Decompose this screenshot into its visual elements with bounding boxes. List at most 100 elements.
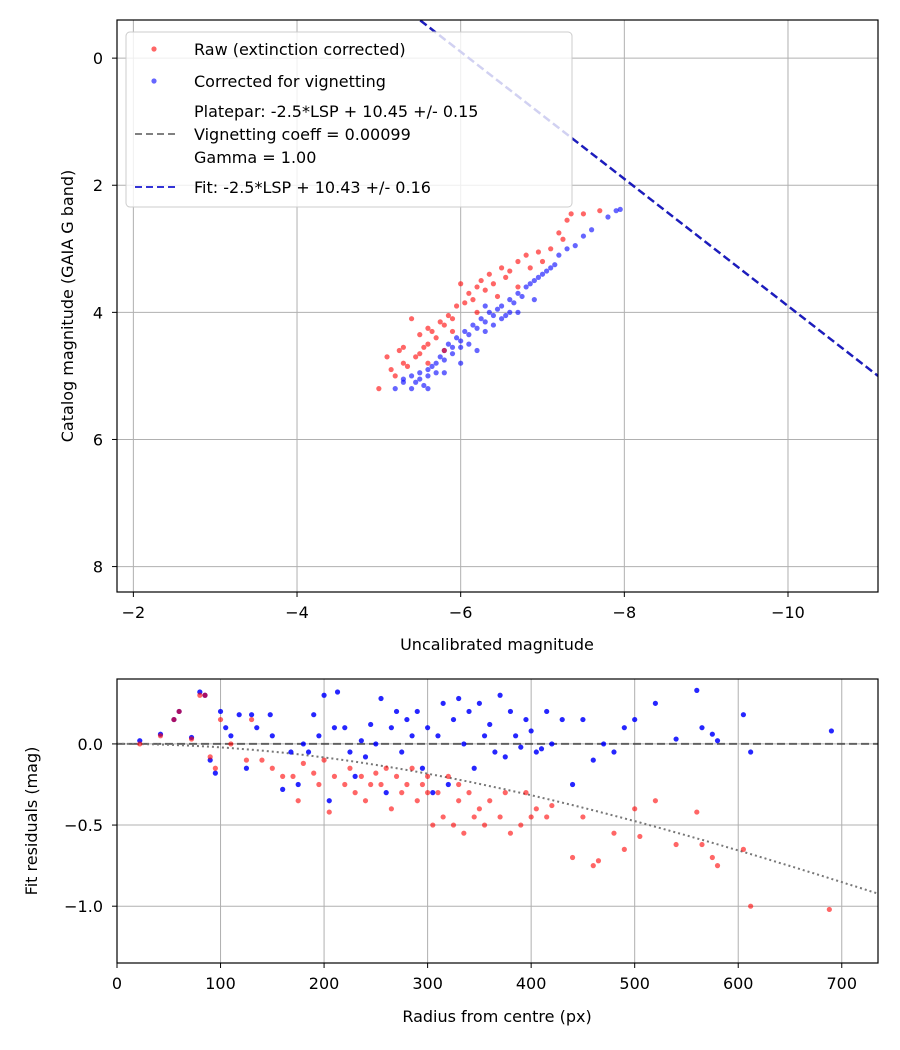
residual-raw-point [202,692,208,698]
residual-raw-point [440,814,446,820]
corrected-point [523,284,529,290]
residual-corrected-point [378,695,384,702]
residual-corrected-point [518,744,524,750]
residual-corrected-point [492,749,498,755]
residual-raw-point [461,830,467,836]
residual-raw-point [425,773,431,779]
raw-point [507,268,513,274]
corrected-point [433,360,439,366]
residual-raw-point [595,858,602,864]
residual-raw-point [388,806,394,812]
residual-raw-point [188,736,195,742]
residual-corrected-point [435,733,441,739]
top-y-tick-label: 2 [93,176,103,195]
residual-corrected-point [352,773,358,779]
residual-raw-point [481,822,488,828]
residual-raw-point [269,765,275,771]
corrected-point [433,370,439,376]
residual-raw-point [243,757,250,763]
residual-raw-point [137,741,143,747]
raw-point [449,316,456,322]
residual-raw-point [321,757,327,763]
bottom-grid [116,679,878,963]
residual-raw-point [311,770,317,776]
top-y-tick-label: 8 [93,558,103,577]
residual-raw-point [497,814,503,820]
residual-raw-point [694,809,700,815]
corrected-point [490,322,497,328]
residual-raw-point [714,863,721,869]
residual-corrected-point [476,700,482,706]
corrected-point [511,300,517,306]
residual-raw-point [414,798,420,804]
residual-corrected-point [342,725,348,731]
corrected-point [515,309,521,315]
raw-point [449,328,456,335]
corrected-point [466,332,472,338]
residual-raw-point [347,765,353,771]
corrected-point [515,290,521,296]
residual-raw-point [399,790,405,796]
raw-point [556,230,562,236]
corrected-point [605,214,611,220]
residual-raw-point [709,854,715,861]
residual-raw-point [748,903,754,909]
residual-raw-point [466,790,472,796]
residual-corrected-point [580,716,586,723]
corrected-point [458,338,464,344]
raw-point [478,277,484,284]
raw-point [388,366,394,373]
corrected-point [453,335,460,341]
corrected-point [425,373,431,379]
raw-point [580,211,587,217]
residual-corrected-point [393,708,400,715]
legend-platepar-label: Platepar: -2.5*LSP + 10.45 +/- 0.15 [194,102,478,121]
residual-raw-point [212,765,218,771]
raw-point [482,287,488,293]
raw-point [527,265,533,271]
corrected-point [417,376,423,382]
legend-raw-marker [151,46,157,52]
residual-corrected-point [601,741,607,747]
corrected-point [474,325,480,331]
corrected-point [552,262,558,268]
top-chart: −2 −4 −6 −8 −10 0 2 4 6 8 Uncalibrated magnitude… [58,19,879,654]
residual-corrected-point [513,733,519,739]
residual-corrected-point [362,754,369,760]
residual-corrected-point [334,689,341,695]
corrected-point [539,271,546,277]
residual-corrected-point [419,765,426,771]
residual-raw-point [621,846,627,853]
bottom-x-tick-label: 100 [205,974,236,993]
corrected-point [445,341,452,347]
corrected-point [458,360,464,366]
corrected-point [507,309,513,315]
residual-corrected-point [404,716,410,723]
residual-corrected-point [300,741,306,747]
residual-corrected-point [305,749,312,755]
residual-corrected-point [497,692,503,698]
raw-point [486,271,492,277]
residual-raw-point [507,830,514,836]
residual-corrected-point [487,721,493,728]
raw-point [384,354,390,360]
residual-raw-point [569,854,576,861]
raw-point [515,258,521,265]
residual-raw-point [373,770,379,776]
corrected-point [417,370,423,376]
corrected-point [449,351,456,357]
residual-corrected-point [388,725,394,731]
residual-raw-point [425,790,431,796]
bottom-y-tick-label: 0.0 [78,735,103,754]
residual-corrected-point [445,781,451,788]
bottom-x-tick-label: 500 [619,974,650,993]
raw-point [564,217,570,223]
residual-corrected-point [611,749,617,755]
residual-corrected-point [217,708,224,715]
residual-raw-point [445,773,451,779]
residual-corrected-point [358,738,364,744]
residual-raw-point [197,692,203,698]
residual-raw-point [280,773,286,779]
bottom-x-tick-label: 300 [412,974,443,993]
raw-point [490,281,497,287]
